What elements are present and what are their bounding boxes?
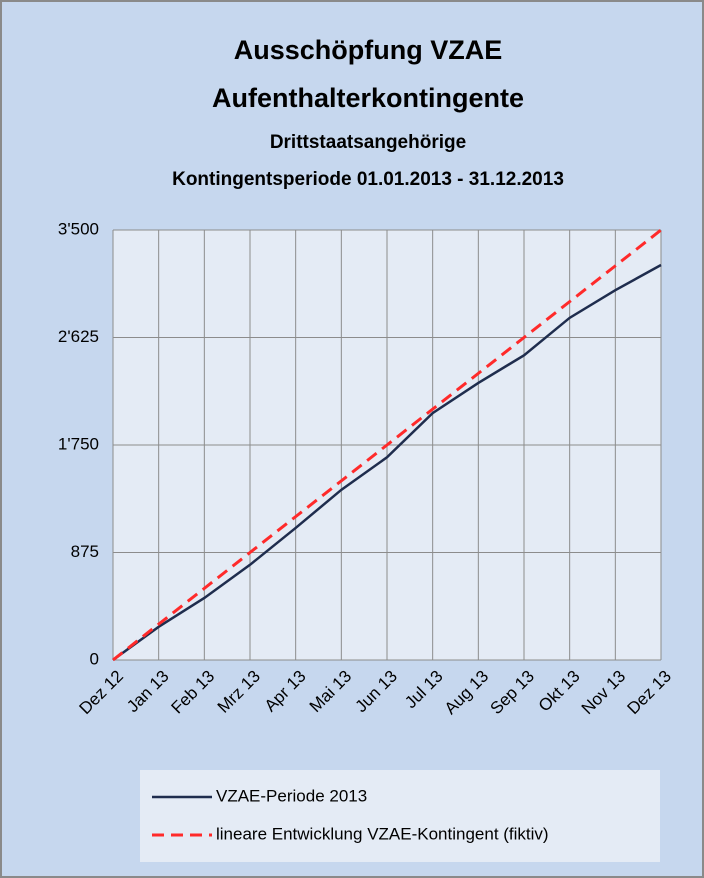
y-tick-label: 0 [90,649,99,668]
legend-label: lineare Entwicklung VZAE-Kontingent (fik… [216,824,549,843]
chart-title: Aufenthalterkontingente [212,83,524,113]
y-tick-label: 2'625 [58,327,99,346]
legend-label: VZAE-Periode 2013 [216,786,367,805]
chart-subtitle: Drittstaatsangehörige [270,132,466,153]
series-line [112,228,662,662]
y-tick-label: 3'500 [58,219,99,238]
y-tick-label: 875 [71,542,99,561]
legend-box [140,770,660,862]
y-tick-label: 1'750 [58,434,99,453]
series-line [112,263,662,662]
chart-title: Ausschöpfung VZAE [234,35,503,65]
chart-subtitle: Kontingentsperiode 01.01.2013 - 31.12.20… [172,169,564,190]
